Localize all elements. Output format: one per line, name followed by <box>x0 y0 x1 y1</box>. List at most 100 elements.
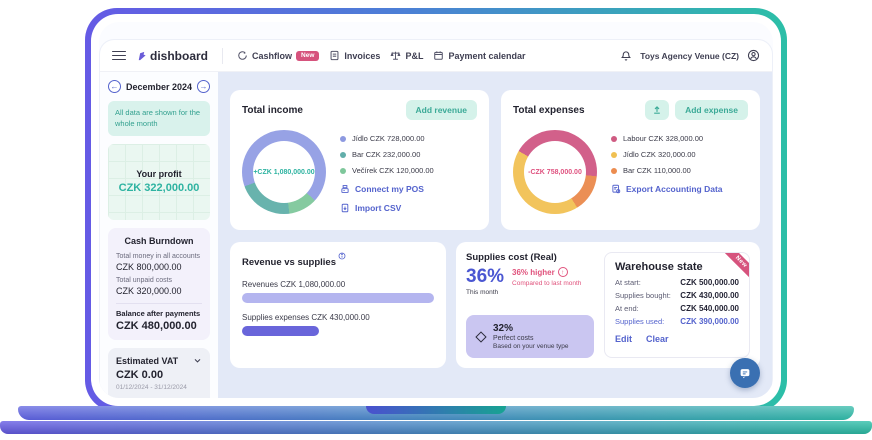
laptop-screen: dishboard Cashflow New Invoices P&L <box>99 22 773 398</box>
main-content: Total income Add revenue +CZK 1,080,000.… <box>218 72 772 398</box>
income-total: +CZK 1,080,000.00 <box>253 168 315 176</box>
legend-dot <box>611 135 617 142</box>
export-accounting-link[interactable]: Export Accounting Data <box>611 184 723 194</box>
legend-dot <box>340 135 346 142</box>
connect-pos-label: Connect my POS <box>355 184 424 194</box>
prev-month-button[interactable]: ← <box>108 80 121 93</box>
warehouse-title: Warehouse state <box>615 261 703 273</box>
warehouse-row: At end: CZK 540,000.00 <box>615 304 739 313</box>
nav-item-payment-calendar[interactable]: Payment calendar <box>433 50 525 61</box>
supplies-cost-pct: 36% <box>466 266 505 287</box>
month-label: December 2024 <box>125 81 193 92</box>
app-body: ← December 2024 → All data are shown for… <box>100 72 772 398</box>
supplies-bar <box>242 326 319 336</box>
warehouse-row-label: Supplies used: <box>615 317 665 326</box>
connect-pos-link[interactable]: Connect my POS <box>340 184 434 194</box>
bell-icon[interactable] <box>620 50 632 62</box>
nav-label-cashflow: Cashflow <box>252 50 293 61</box>
export-icon <box>612 184 621 194</box>
nav-label-payment-calendar: Payment calendar <box>448 50 526 61</box>
burndown-row-value: CZK 320,000.00 <box>116 285 182 296</box>
legend-item: Večírek CZK 120,000.00 <box>340 166 434 175</box>
warehouse-row-label: At end: <box>615 304 639 313</box>
vat-value: CZK 0.00 <box>116 368 164 381</box>
supplies-cost-current: 36% This month <box>466 267 504 296</box>
cash-burndown-panel: Cash Burndown Total money in all account… <box>108 227 210 340</box>
burndown-row-label: Total money in all accounts <box>116 252 201 260</box>
laptop-base-notch <box>366 406 506 414</box>
export-accounting-label: Export Accounting Data <box>626 184 723 194</box>
chat-button[interactable] <box>730 358 760 388</box>
venue-name[interactable]: Toys Agency Venue (CZ) <box>640 50 739 61</box>
dishboard-logo[interactable]: dishboard <box>136 49 208 63</box>
legend-label: Bar CZK 110,000.00 <box>623 166 691 175</box>
legend-dot <box>340 167 346 174</box>
legend-label: Bar CZK 232,000.00 <box>352 150 421 159</box>
nav-divider <box>222 47 224 64</box>
warehouse-row: At start: CZK 500,000.00 <box>615 278 739 287</box>
chevron-down-icon[interactable] <box>193 356 202 365</box>
income-title: Total income <box>242 104 303 116</box>
benchmark-line2: Based on your venue type <box>493 343 569 350</box>
legend-item: Labour CZK 328,000.00 <box>611 134 723 143</box>
avatar-icon[interactable] <box>747 49 760 62</box>
warehouse-row-value: CZK 540,000.00 <box>680 304 739 313</box>
supplies-cost-card: Supplies cost (Real) 36% This month <box>456 242 760 368</box>
warehouse-row-label: At start: <box>615 278 641 287</box>
revenues-bar <box>242 293 434 303</box>
legend-label: Labour CZK 328,000.00 <box>623 134 704 143</box>
income-donut-hole <box>253 141 315 203</box>
legend-dot <box>611 151 617 158</box>
cashflow-icon <box>238 51 247 60</box>
edit-link[interactable]: Edit <box>615 334 632 344</box>
legend-item: Bar CZK 110,000.00 <box>611 166 723 175</box>
profit-panel: Your profit CZK 322,000.00 <box>108 143 210 220</box>
invoices-icon <box>330 50 339 61</box>
profit-label: Your profit <box>136 169 182 179</box>
vat-title: Estimated VAT <box>116 355 179 366</box>
estimated-vat-panel: Estimated VAT CZK 0.00 01/12/2024 - 31/1… <box>108 347 210 398</box>
laptop-bezel: dishboard Cashflow New Invoices P&L <box>91 14 781 406</box>
nav-item-invoices[interactable]: Invoices <box>329 50 380 61</box>
supplies-cost-delta: 36% higher ↑ Compared to last month <box>512 267 581 296</box>
chat-icon <box>740 369 750 379</box>
upload-icon <box>654 106 660 114</box>
upload-expenses-button[interactable] <box>645 100 670 120</box>
nav-item-cashflow[interactable]: Cashflow New <box>237 50 320 61</box>
clear-link[interactable]: Clear <box>646 334 669 344</box>
hamburger-menu-icon[interactable] <box>112 50 126 61</box>
warehouse-row-value: CZK 430,000.00 <box>680 291 739 300</box>
csv-file-icon <box>341 203 349 213</box>
expenses-title: Total expenses <box>513 104 585 116</box>
delta-sub-label: Compared to last month <box>512 280 582 287</box>
benchmark-box: 32% Perfect costs Based on your venue ty… <box>466 315 594 358</box>
burndown-row-value: CZK 800,000.00 <box>116 261 182 272</box>
diamond-icon <box>475 330 487 343</box>
next-month-button[interactable]: → <box>196 80 210 93</box>
warehouse-state-card: New Warehouse state At start: CZK 500,000… <box>604 252 750 358</box>
month-notice: All data are shown for the whole month <box>108 101 210 136</box>
expenses-donut-hole <box>524 141 586 203</box>
total-expenses-card: Total expenses Add expense <box>501 90 760 230</box>
import-csv-link[interactable]: Import CSV <box>340 203 434 213</box>
warehouse-row-value: CZK 500,000.00 <box>680 278 739 287</box>
add-revenue-button[interactable]: Add revenue <box>405 100 477 120</box>
nav-item-pnl[interactable]: P&L <box>390 50 423 61</box>
legend-label: Jídlo CZK 320,000.00 <box>623 150 696 159</box>
dishboard-logo-icon <box>136 50 147 62</box>
top-nav: dishboard Cashflow New Invoices P&L <box>100 40 772 72</box>
legend-label: Večírek CZK 120,000.00 <box>352 166 434 175</box>
legend-item: Jídlo CZK 320,000.00 <box>611 150 723 159</box>
info-icon[interactable] <box>338 252 346 260</box>
sidebar: ← December 2024 → All data are shown for… <box>100 72 218 398</box>
nav-label-invoices: Invoices <box>344 50 381 61</box>
add-expense-button[interactable]: Add expense <box>675 100 748 120</box>
divider <box>116 302 202 304</box>
revsup-title-text: Revenue vs supplies <box>242 257 336 268</box>
legend-dot <box>340 151 346 158</box>
pnl-icon <box>391 51 401 60</box>
supplies-cost-title: Supplies cost (Real) <box>466 252 557 263</box>
vat-period: 01/12/2024 - 31/12/2024 <box>116 383 187 391</box>
warehouse-row: Supplies bought: CZK 430,000.00 <box>615 291 739 300</box>
benchmark-pct: 32% <box>493 323 514 334</box>
